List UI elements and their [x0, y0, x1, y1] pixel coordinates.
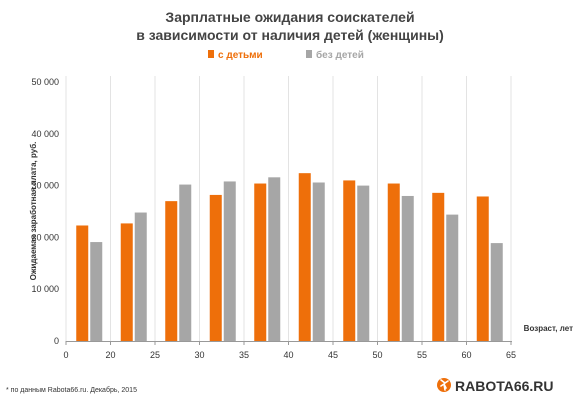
logo-text: RABOTA66.RU — [455, 378, 554, 394]
chart-title: Зарплатные ожидания соискателей — [165, 9, 414, 25]
chart-subtitle: в зависимости от наличия детей (женщины) — [136, 27, 444, 43]
x-axis-ticks: 0 20 25 30 35 40 45 50 55 60 65 — [63, 341, 516, 360]
legend-label-without-children: без детей — [316, 49, 364, 61]
bar-with-children — [298, 173, 311, 341]
bar-with-children — [476, 196, 489, 341]
bar-without-children — [312, 182, 325, 341]
y-tick-label: 20 000 — [31, 232, 59, 242]
bar-with-children — [432, 192, 445, 341]
logo-figure-icon — [440, 379, 449, 391]
bar-without-children — [90, 242, 103, 341]
x-tick-label: 55 — [417, 350, 427, 360]
x-tick-label: 0 — [63, 350, 68, 360]
bar-with-children — [165, 201, 178, 341]
x-axis-label: Возраст, лет — [524, 324, 573, 333]
gridlines — [65, 76, 512, 341]
y-tick-label: 30 000 — [31, 181, 59, 191]
bar-with-children — [120, 223, 133, 341]
y-tick-label: 40 000 — [31, 129, 59, 139]
bar-with-children — [387, 183, 400, 341]
legend: с детьми без детей — [208, 49, 364, 61]
y-tick-label: 0 — [54, 336, 59, 346]
bar-with-children — [254, 183, 267, 341]
y-tick-label: 10 000 — [31, 284, 59, 294]
x-tick-label: 25 — [150, 350, 160, 360]
bar-with-children — [76, 225, 89, 341]
x-tick-label: 65 — [506, 350, 516, 360]
x-tick-label: 45 — [328, 350, 338, 360]
x-tick-label: 20 — [105, 350, 115, 360]
legend-label-with-children: с детьми — [218, 50, 263, 61]
bar-without-children — [134, 212, 147, 341]
y-axis-label: Ожидаемая заработная плата, руб. — [29, 142, 38, 281]
bar-without-children — [223, 181, 236, 341]
y-tick-label: 50 000 — [31, 77, 59, 87]
x-tick-label: 60 — [461, 350, 471, 360]
bar-without-children — [401, 195, 414, 341]
y-axis-ticks: 0 10 000 20 000 30 000 40 000 50 000 — [31, 77, 59, 346]
bar-with-children — [343, 180, 356, 341]
x-tick-label: 35 — [239, 350, 249, 360]
x-tick-label: 40 — [283, 350, 293, 360]
legend-swatch-with-children — [208, 50, 214, 58]
footnote: * по данным Rabota66.ru. Декабрь, 2015 — [6, 386, 137, 394]
logo: RABOTA66.RU — [437, 378, 554, 394]
bar-without-children — [446, 214, 459, 341]
x-tick-label: 30 — [194, 350, 204, 360]
bar-without-children — [490, 243, 503, 341]
bar-with-children — [209, 194, 222, 341]
bar-without-children — [268, 177, 281, 341]
bars — [76, 173, 503, 341]
bar-without-children — [179, 184, 192, 341]
bar-without-children — [357, 185, 370, 341]
legend-swatch-without-children — [306, 50, 312, 58]
x-tick-label: 50 — [372, 350, 382, 360]
